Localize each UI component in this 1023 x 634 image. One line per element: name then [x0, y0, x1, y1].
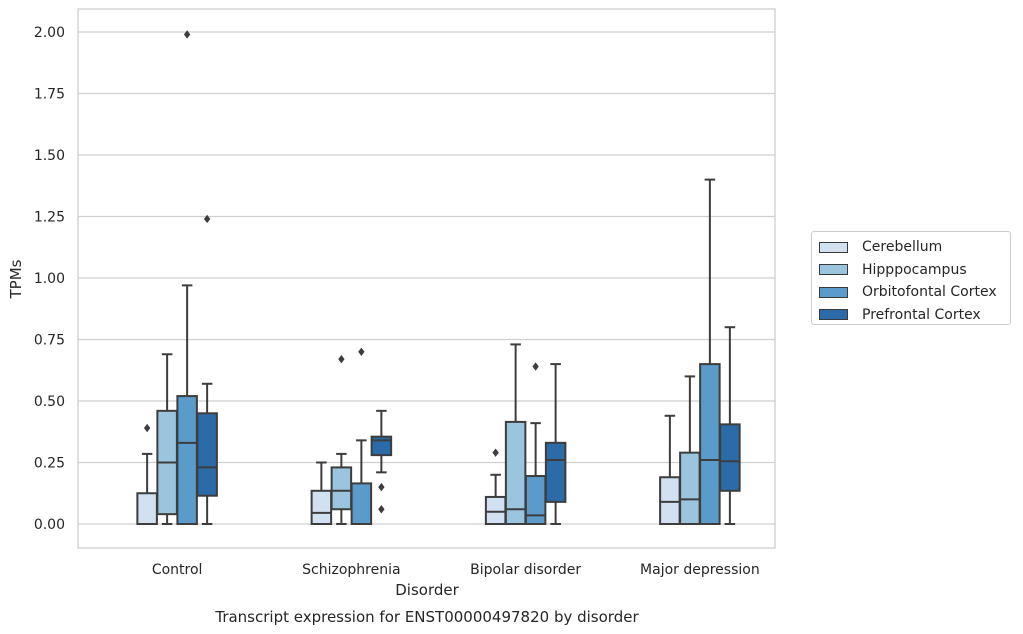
- y-tick-label: 0.75: [34, 333, 65, 349]
- box-plots: [136, 30, 741, 526]
- legend: Cerebellum Hipppocampus Orbitofontal Corte…: [811, 231, 1011, 325]
- outlier-point: [532, 362, 539, 371]
- legend-label: Prefrontal Cortex: [862, 306, 981, 323]
- x-tick-label: Control: [152, 562, 203, 578]
- box-cerebellum-control: [136, 423, 158, 525]
- legend-swatch: [819, 286, 848, 298]
- box-prefrontal-cortex-bipolar-disorder: [544, 363, 567, 525]
- box-prefrontal-cortex-major-depression: [719, 326, 741, 525]
- box-iqr: [484, 495, 507, 526]
- outlier-point: [378, 482, 385, 492]
- y-tick-label: 0.25: [34, 456, 65, 472]
- box-orbitofontal-cortex-bipolar-disorder: [524, 362, 547, 525]
- outlier-point: [203, 214, 211, 224]
- box-iqr: [350, 482, 373, 526]
- outlier-point: [358, 347, 365, 356]
- y-tick-label: 1.75: [34, 87, 65, 103]
- box-orbitofontal-cortex-control: [176, 30, 198, 525]
- legend-label: Orbitofontal Cortex: [862, 284, 997, 301]
- chart-title: Transcript expression for ENST0000049782…: [214, 608, 639, 626]
- legend-label: Cerebellum: [862, 239, 943, 256]
- box-iqr: [524, 475, 547, 525]
- y-tick-label: 1.00: [34, 271, 65, 287]
- y-axis-label: TPMs: [7, 259, 25, 299]
- box-hipppocampus-major-depression: [679, 375, 701, 525]
- box-iqr: [659, 476, 681, 526]
- x-tick-label: Schizophrenia: [302, 562, 400, 578]
- box-iqr: [196, 412, 218, 497]
- outlier-point: [492, 448, 499, 457]
- box-cerebellum-major-depression: [659, 414, 681, 526]
- box-hipppocampus-control: [156, 353, 178, 525]
- legend-item: Prefrontal Cortex: [818, 304, 1004, 327]
- box-iqr: [544, 441, 567, 503]
- x-tick-labels: Control Schizophrenia Bipolar disorder Majo…: [152, 562, 760, 578]
- x-tick-label: Major depression: [640, 562, 760, 578]
- x-tick-label: Bipolar disorder: [470, 562, 581, 578]
- box-orbitofontal-cortex-schizophrenia: [350, 347, 373, 526]
- legend-item: Hipppocampus: [818, 259, 1004, 282]
- box-iqr: [330, 466, 353, 511]
- legend-swatch: [819, 264, 848, 276]
- box-orbitofontal-cortex-major-depression: [699, 178, 721, 525]
- legend-item: Orbitofontal Cortex: [818, 281, 1004, 304]
- box-hipppocampus-schizophrenia: [330, 354, 353, 525]
- legend-label: Hipppocampus: [862, 261, 967, 278]
- box-cerebellum-schizophrenia: [310, 461, 333, 526]
- box-iqr: [679, 451, 701, 525]
- outlier-point: [183, 30, 191, 39]
- legend-item: Cerebellum: [818, 236, 1004, 259]
- box-iqr: [699, 363, 721, 525]
- box-hipppocampus-bipolar-disorder: [504, 343, 527, 525]
- y-tick-label: 2.00: [34, 25, 65, 41]
- box-prefrontal-cortex-control: [196, 214, 218, 525]
- outlier-point: [338, 354, 345, 364]
- x-axis-label: Disorder: [395, 581, 459, 599]
- y-tick-label: 1.50: [34, 148, 65, 164]
- outlier-point: [378, 505, 385, 514]
- y-tick-label: 0.00: [34, 517, 65, 533]
- box-cerebellum-bipolar-disorder: [484, 448, 507, 526]
- box-iqr: [504, 420, 527, 525]
- legend-swatch: [819, 309, 848, 321]
- outlier-point: [143, 423, 151, 433]
- box-iqr: [136, 492, 158, 525]
- y-tick-label: 1.25: [34, 210, 65, 226]
- box-iqr: [176, 395, 198, 525]
- plot-frame: [77, 8, 776, 549]
- y-tick-labels: 0.00 0.25 0.50 0.75 1.00 1.25 1.50 1.75 2.00: [34, 25, 65, 533]
- box-iqr: [310, 489, 333, 526]
- box-iqr: [719, 423, 741, 492]
- legend-swatch: [819, 241, 848, 253]
- box-prefrontal-cortex-schizophrenia: [370, 409, 393, 514]
- y-tick-label: 0.50: [34, 394, 65, 410]
